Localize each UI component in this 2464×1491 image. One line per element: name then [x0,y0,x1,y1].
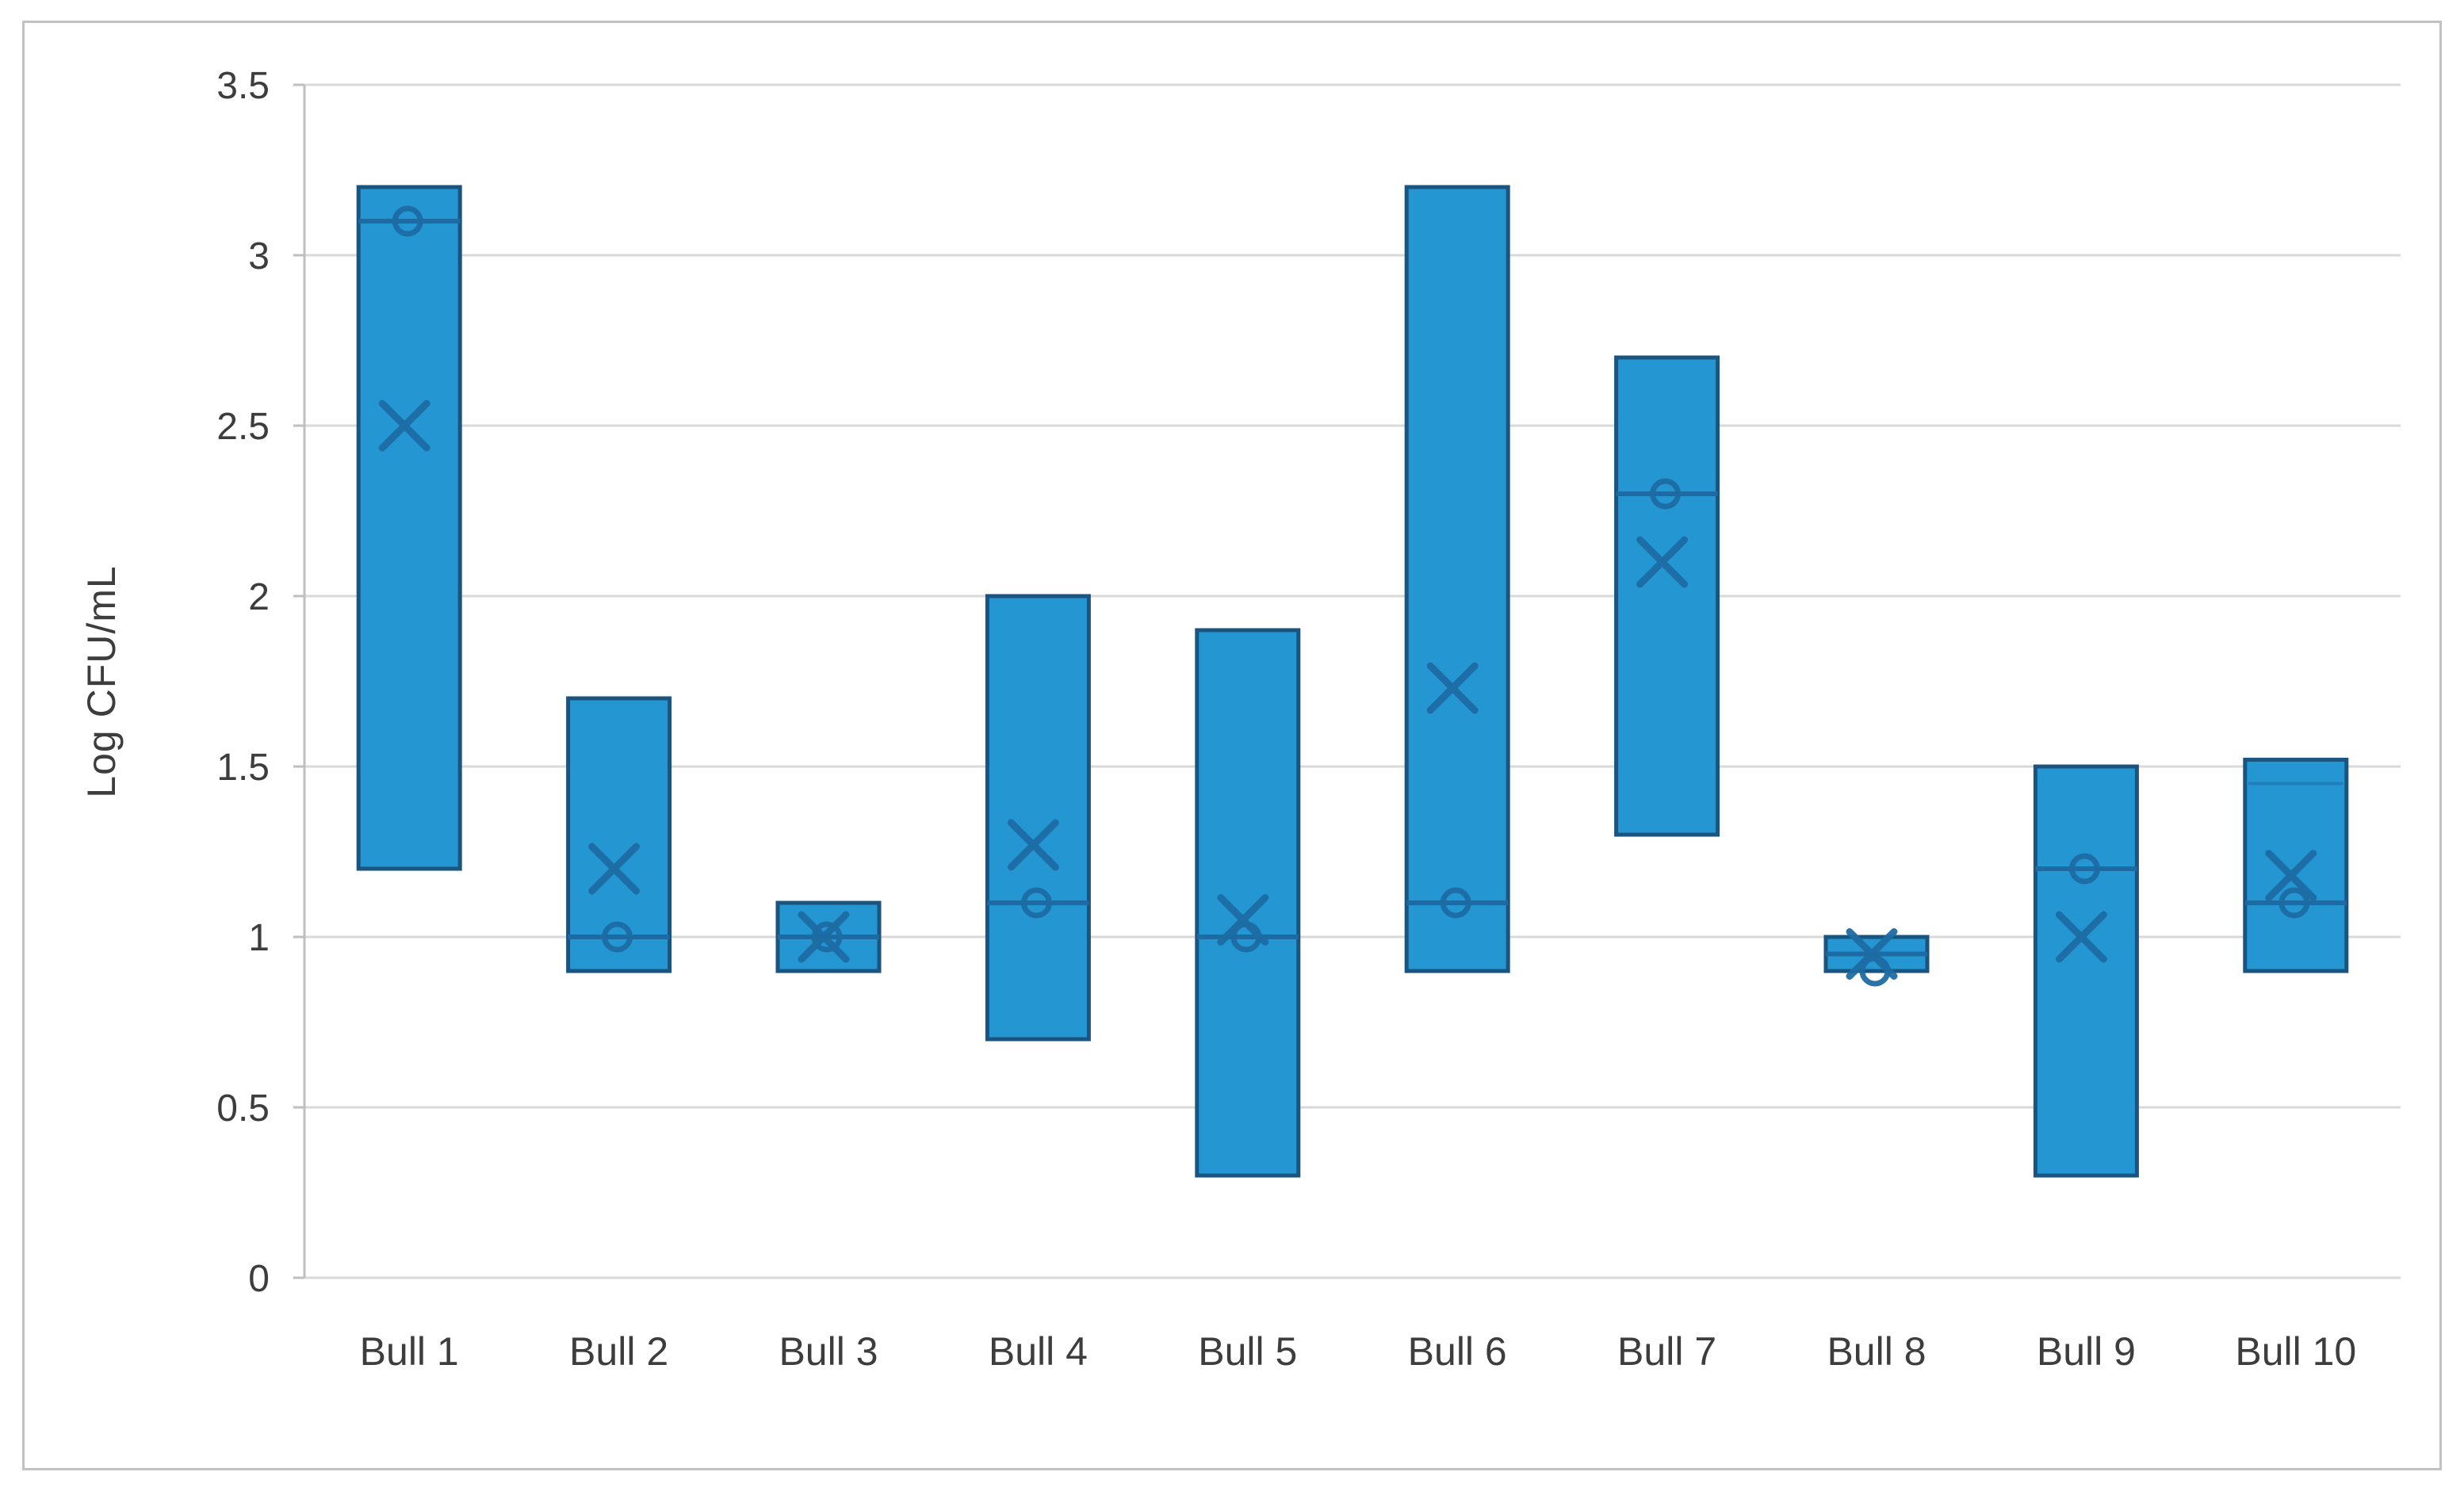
data-point-circle-marker [1020,887,1052,919]
y-tick-label: 0 [248,1258,270,1300]
box-bull-1 [356,185,462,871]
data-point-circle-marker [2068,853,2100,885]
x-tick-label: Bull 6 [1408,1329,1507,1374]
y-tick-label: 2.5 [216,406,270,448]
y-tick-label: 1.5 [216,747,270,789]
box-bull-7 [1614,355,1720,837]
mean-x-marker [1636,536,1689,588]
x-tick-label: Bull 2 [569,1329,668,1374]
box-bull-9 [2033,764,2139,1178]
x-tick-label: Bull 4 [989,1329,1088,1374]
mean-x-marker [2055,911,2107,963]
data-point-circle-marker [602,921,633,953]
mean-x-marker [2265,850,2317,902]
data-point-circle-marker [1650,478,1682,510]
data-point-circle-marker [811,921,843,953]
mean-x-marker [1007,819,1059,871]
mean-x-marker [1426,662,1479,714]
x-tick-label: Bull 10 [2235,1329,2356,1374]
data-point-circle-marker [1230,921,1262,953]
y-tick-label: 2 [248,576,270,618]
y-tick-label: 3 [248,235,270,277]
x-tick-label: Bull 9 [2037,1329,2136,1374]
data-point-circle-marker [1859,955,1891,987]
data-point-circle-marker [2278,887,2310,919]
y-tick-label: 3.5 [216,65,270,107]
x-tick-label: Bull 5 [1198,1329,1297,1374]
x-tick-label: Bull 8 [1827,1329,1926,1374]
box-bull-5 [1195,628,1301,1178]
x-tick-label: Bull 3 [779,1329,878,1374]
data-point-circle-marker [1440,887,1471,919]
mean-x-marker [588,843,641,895]
box-bull-4 [985,594,1091,1042]
y-tick-label: 1 [248,917,270,959]
box-bull-6 [1404,185,1510,973]
mean-x-marker [798,911,850,963]
box-bull-2 [566,696,672,973]
x-tick-label: Bull 1 [360,1329,459,1374]
box-bull-10 [2243,757,2349,973]
y-tick-label: 0.5 [216,1088,270,1130]
data-point-circle-marker [392,205,423,237]
x-tick-label: Bull 7 [1617,1329,1716,1374]
mean-x-marker [378,400,430,452]
